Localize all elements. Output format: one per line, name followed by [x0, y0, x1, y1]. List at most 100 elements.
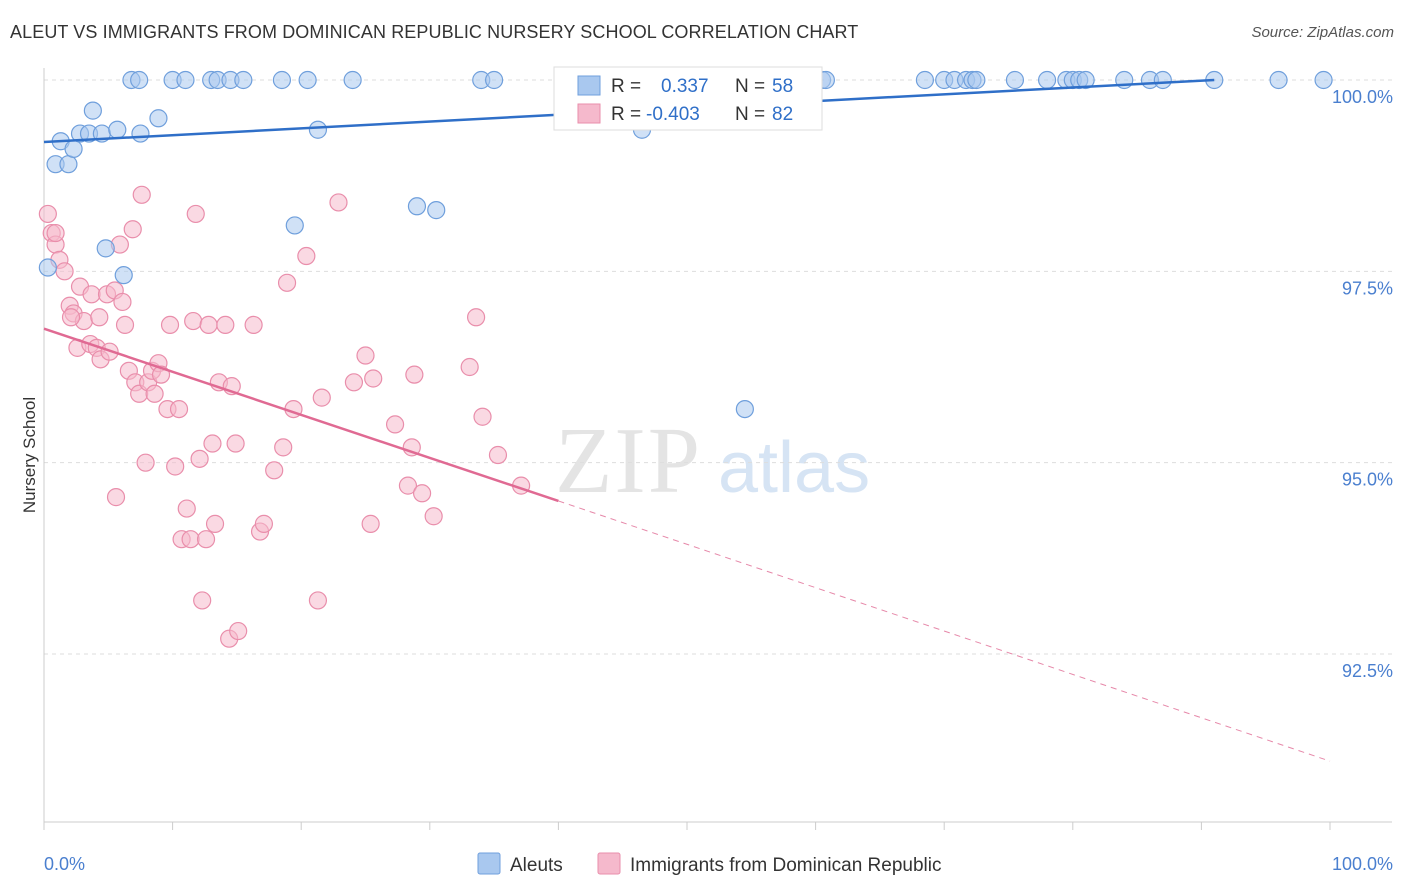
dominican-point — [216, 315, 235, 335]
watermark-zip: ZIP — [555, 409, 702, 513]
stats-legend-swatch-aleuts — [577, 75, 601, 96]
dominican-point — [196, 530, 216, 549]
dominican-point — [169, 399, 189, 419]
dominican-point — [61, 308, 81, 327]
y-axis-title: Nursery School — [20, 397, 39, 513]
legend-swatch-aleuts — [477, 852, 501, 875]
dominican-point — [226, 434, 245, 453]
dominican-point — [265, 461, 284, 480]
dominican-point — [205, 514, 225, 533]
aleut-point — [1314, 70, 1333, 90]
dominican-point — [398, 476, 418, 495]
stats-legend: R = 0.337 N = 58 R = -0.403 N = 82 — [553, 66, 823, 131]
aleut-point — [427, 201, 446, 220]
bottom-legend: Aleuts Immigrants from Dominican Republi… — [477, 852, 942, 876]
aleut-point — [130, 70, 149, 90]
aleut-point — [234, 70, 253, 90]
y-tick-labels: 92.5% 95.0% 97.5% 100.0% — [1332, 87, 1393, 681]
dominican-point — [136, 453, 155, 472]
stats-r-label-aleuts: R = — [611, 76, 641, 97]
stats-legend-swatch-dominican — [577, 103, 601, 124]
aleut-point — [407, 197, 427, 216]
dominican-point — [166, 457, 185, 476]
aleut-point — [59, 155, 78, 174]
dominican-point — [329, 193, 348, 212]
dominican-point — [181, 530, 200, 549]
stats-r-label-dominican: R = — [611, 104, 641, 125]
dominican-point — [473, 407, 492, 426]
dominican-point — [106, 488, 126, 507]
dominican-point — [145, 384, 164, 403]
dominican-point — [203, 434, 222, 453]
dominican-point — [274, 438, 293, 457]
dominican-point — [82, 285, 101, 304]
dominican-point — [308, 591, 328, 610]
aleut-point — [1153, 70, 1172, 90]
dominican-point — [132, 185, 151, 204]
dominican-point — [160, 315, 180, 335]
dominican-point — [186, 204, 205, 224]
aleut-point — [131, 124, 150, 143]
y-tick-label: 97.5% — [1342, 278, 1393, 298]
source-label: Source: ZipAtlas.com — [1251, 24, 1394, 41]
dominican-point — [344, 373, 364, 392]
stats-r-value-aleuts: 0.337 — [661, 76, 709, 97]
dominican-point — [199, 315, 218, 335]
aleut-point — [64, 139, 83, 158]
aleut-point — [1076, 70, 1095, 90]
aleut-point — [1037, 70, 1057, 90]
stats-n-value-dominican: 82 — [772, 104, 793, 125]
aleut-point — [108, 120, 127, 139]
y-tick-label: 100.0% — [1332, 87, 1393, 107]
x-tick-label-min: 0.0% — [44, 854, 85, 874]
dominican-point — [55, 262, 74, 281]
y-tick-label: 95.0% — [1342, 470, 1393, 490]
aleut-point — [285, 216, 304, 235]
stats-n-label-aleuts: N = — [735, 76, 765, 97]
dominican-point — [385, 415, 405, 434]
aleut-point — [114, 266, 133, 285]
dominican-point — [184, 311, 203, 331]
dominican-trend-extension — [558, 500, 1331, 762]
dominican-point — [460, 357, 479, 377]
aleut-point — [272, 70, 292, 90]
dominican-point — [254, 514, 274, 533]
dominican-point — [356, 346, 375, 365]
aleut-point — [308, 120, 328, 139]
dominican-point — [466, 308, 486, 327]
dominican-point — [312, 388, 331, 407]
dominican-point — [113, 292, 132, 312]
aleut-point — [967, 70, 986, 90]
watermark-atlas: atlas — [718, 428, 870, 508]
aleut-point — [149, 109, 168, 128]
dominican-point — [244, 315, 263, 335]
legend-label-dominican: Immigrants from Dominican Republic — [630, 855, 942, 876]
aleut-point — [915, 70, 935, 90]
dominican-point — [90, 308, 109, 327]
aleut-point — [298, 70, 317, 90]
dominican-point — [115, 315, 135, 335]
dominican-point — [405, 365, 424, 384]
x-tick-label-max: 100.0% — [1332, 854, 1393, 874]
watermark: ZIP atlas — [555, 409, 870, 513]
aleut-point — [343, 70, 362, 90]
stats-r-value-dominican: -0.403 — [646, 104, 700, 125]
x-axis-ticks — [43, 822, 1331, 830]
dominican-point — [277, 273, 297, 292]
dominican-point — [364, 369, 383, 388]
dominican-point — [488, 445, 508, 465]
aleut-point — [1005, 70, 1025, 90]
dominican-point — [177, 499, 196, 518]
dominican-point — [361, 514, 380, 533]
legend-label-aleuts: Aleuts — [510, 855, 563, 876]
aleut-point — [38, 258, 57, 277]
dominican-point — [412, 484, 432, 503]
dominican-point — [424, 507, 443, 526]
dominican-trend-line — [43, 327, 559, 503]
aleut-point — [96, 239, 115, 258]
dominican-point — [190, 449, 209, 468]
series-dominican-points — [38, 185, 531, 648]
dominican-point — [229, 621, 248, 641]
dominican-point — [123, 220, 142, 239]
